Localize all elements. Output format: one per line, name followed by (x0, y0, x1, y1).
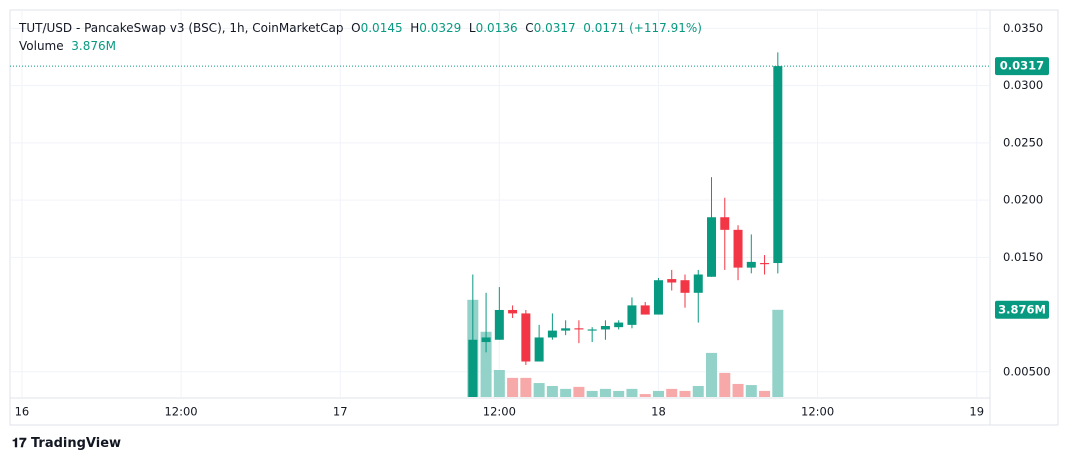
candle-body (693, 274, 703, 293)
o-value: 0.0145 (360, 21, 403, 35)
candle-body (494, 309, 504, 340)
x-tick-label: 12:00 (483, 405, 516, 419)
y-tick-label: 0.0150 (1003, 250, 1043, 264)
volume-bar (573, 386, 585, 397)
volume-bar (599, 388, 611, 397)
volume-label: Volume (19, 39, 64, 53)
x-tick-label: 12:00 (164, 405, 197, 419)
x-tick-label: 12:00 (801, 405, 834, 419)
candle-body (600, 326, 610, 330)
x-tick-label: 17 (333, 405, 348, 419)
c-label: C (525, 21, 534, 35)
h-value: 0.0329 (419, 21, 462, 35)
candle-body (534, 337, 544, 362)
volume-bar (546, 385, 558, 397)
volume-bar (759, 390, 771, 397)
volume-bar (692, 385, 704, 397)
volume-bar (586, 390, 598, 397)
change-pct: (+117.91%) (629, 21, 702, 35)
c-value: 0.0317 (533, 21, 576, 35)
ohlc-row: TUT/USD - PancakeSwap v3 (BSC), 1h, Coin… (19, 19, 702, 37)
volume-bar (520, 377, 532, 397)
candle-body (587, 329, 597, 331)
y-tick-label: 0.0300 (1003, 78, 1043, 92)
candle-body (653, 280, 663, 315)
last-price-label: 0.0317 (1000, 59, 1044, 73)
volume-bar (666, 388, 678, 397)
y-tick-label: 0.0200 (1003, 193, 1043, 207)
last-price-tag (995, 57, 1049, 76)
volume-row: Volume 3.876M (19, 37, 702, 55)
candle-body (733, 229, 743, 268)
volume-value: 3.876M (71, 39, 116, 53)
volume-tag-label: 3.876M (998, 302, 1046, 316)
candle-body (521, 313, 531, 362)
candle-body (707, 217, 717, 277)
candle-body (614, 322, 624, 328)
brand: 𝟏𝟕 TradingView (12, 436, 121, 451)
candle-body (667, 279, 677, 283)
candle-body (720, 217, 730, 230)
candle-body (627, 305, 637, 325)
candle-body (760, 263, 770, 265)
x-tick-label: 18 (651, 405, 666, 419)
l-value: 0.0136 (475, 21, 518, 35)
volume-bar (533, 383, 545, 397)
o-label: O (351, 21, 361, 35)
volume-bar (679, 390, 691, 397)
x-tick-label: 16 (15, 405, 30, 419)
volume-bar (613, 390, 625, 397)
y-tick-label: 0.0250 (1003, 135, 1043, 149)
candle-body (508, 309, 518, 314)
h-label: H (410, 21, 420, 35)
candle-body (574, 328, 584, 330)
chart-frame (9, 9, 1059, 426)
volume-bar (507, 377, 519, 397)
candle-body (481, 337, 491, 343)
candle-body (640, 305, 650, 315)
volume-tag (995, 300, 1049, 319)
l-label: L (468, 21, 476, 35)
volume-bar (480, 331, 492, 397)
y-tick-label: 0.0350 (1003, 21, 1043, 35)
brand-logo: 𝟏𝟕 (12, 436, 31, 451)
volume-bar (626, 388, 638, 397)
volume-bar (560, 388, 572, 397)
candle-body (561, 328, 571, 331)
volume-bar (745, 385, 757, 397)
x-tick-label: 19 (969, 405, 984, 419)
symbol: TUT/USD - PancakeSwap v3 (BSC), 1h, Coin… (19, 21, 344, 35)
brand-text: TradingView (30, 436, 122, 451)
volume-bar (732, 383, 744, 397)
candle-body (547, 330, 557, 338)
y-tick-label: 0.00500 (1003, 364, 1051, 378)
volume-bar (652, 390, 664, 397)
change: 0.0171 (583, 21, 626, 35)
candle-body (468, 339, 478, 397)
volume-bar (639, 394, 651, 397)
volume-bar (493, 370, 505, 397)
candle-body (746, 261, 756, 268)
legend-header: TUT/USD - PancakeSwap v3 (BSC), 1h, Coin… (19, 19, 702, 55)
volume-bar (719, 372, 731, 397)
candle-body (680, 280, 690, 293)
volume-bar (772, 309, 784, 397)
volume-bar (706, 352, 718, 397)
candle-body (773, 66, 783, 264)
